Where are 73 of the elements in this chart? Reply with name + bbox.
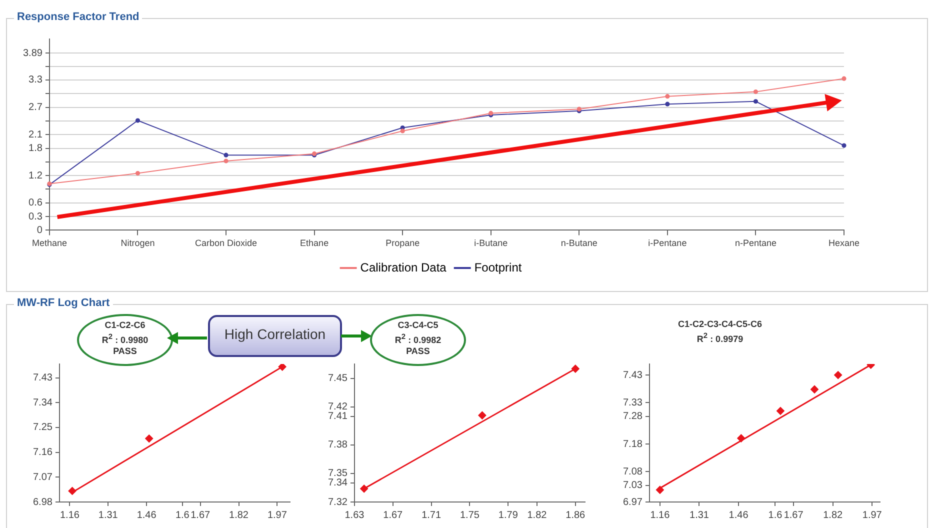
x-tick-label: 1.31 <box>690 510 710 521</box>
x-tick-label: 1.82 <box>823 510 844 521</box>
chart-title: C3-C4-C5 <box>396 320 440 331</box>
y-tick-label: 7.18 <box>622 438 643 450</box>
x-tick-label: 1.46 <box>136 510 157 521</box>
x-tick-label: 1.67 <box>784 510 804 521</box>
x-tick-label: 1.86 <box>566 510 586 521</box>
y-tick-label: 7.32 <box>328 496 348 508</box>
x-tick-label: 1.71 <box>422 510 442 521</box>
x-tick-label: 1.6 <box>768 510 783 521</box>
text: PASS <box>112 346 138 357</box>
x-tick-label: 1.79 <box>498 510 518 521</box>
y-tick-label: 3.89 <box>22 48 43 59</box>
x-tick-label: 1.82 <box>229 510 249 521</box>
x-tick-label: 1.82 <box>527 510 548 521</box>
chart-subtitle: R$^{2}$ : 0.9980 <box>100 331 150 346</box>
y-tick-label: 0.6 <box>28 198 43 209</box>
chart-subtitle: R$^{2}$ : 0.9982 <box>394 331 442 346</box>
x-tick-label: n-Pentane <box>734 238 776 248</box>
y-tick-label: 2.1 <box>28 129 43 140</box>
y-tick-label: 7.43 <box>32 372 53 384</box>
legend-label: Calibration Data <box>360 260 447 274</box>
x-tick-label: 1.63 <box>344 510 365 521</box>
x-tick-label: 1.16 <box>60 510 80 521</box>
y-tick-label: 1.8 <box>28 143 43 154</box>
y-tick-label: 7.43 <box>622 370 643 381</box>
y-tick-label: 7.25 <box>32 422 53 434</box>
x-tick-label: Ethane <box>300 238 329 248</box>
y-tick-label: 0 <box>36 224 43 236</box>
y-tick-label: 6.98 <box>32 496 53 508</box>
x-tick-label: i-Butane <box>474 238 508 248</box>
y-tick-label: 7.03 <box>622 480 643 492</box>
y-tick-label: 3.3 <box>28 74 43 86</box>
x-tick-label: 1.75 <box>460 510 480 521</box>
text: PASS <box>405 346 431 357</box>
y-tick-label: 7.34 <box>32 397 53 408</box>
y-tick-label: 7.38 <box>328 440 348 451</box>
chart-subtitle: R$^{2}$ : 0.9979 <box>696 330 744 345</box>
y-tick-label: 6.97 <box>622 496 643 508</box>
y-tick-label: 7.34 <box>328 478 348 489</box>
y-tick-label: 7.28 <box>622 411 643 422</box>
x-tick-label: n-Butane <box>560 238 598 248</box>
y-tick-label: 1.2 <box>28 170 43 182</box>
y-tick-label: 7.16 <box>32 447 53 458</box>
text: High Correlation <box>223 326 327 342</box>
chart-title: C1-C2-C3-C4-C5-C6 <box>676 319 763 330</box>
x-tick-label: Nitrogen <box>120 238 155 248</box>
y-tick-label: 7.35 <box>328 468 348 480</box>
y-tick-label: 7.07 <box>32 472 53 483</box>
y-tick-label: 7.42 <box>328 402 348 413</box>
y-tick-label: 7.41 <box>328 411 348 422</box>
y-tick-label: 7.33 <box>622 397 643 408</box>
x-tick-label: 1.67 <box>190 510 211 521</box>
x-tick-label: 1.97 <box>267 510 288 521</box>
x-tick-label: 1.16 <box>650 510 670 521</box>
y-tick-label: 0.3 <box>28 211 43 222</box>
chart-title: C1-C2-C6 <box>104 320 146 331</box>
y-tick-label: 2.7 <box>28 102 43 114</box>
x-tick-label: 1.46 <box>728 510 749 521</box>
x-tick-label: 1.97 <box>862 510 882 521</box>
y-tick-label: 7.45 <box>328 373 348 384</box>
text: MW-RF Log Chart <box>14 297 113 309</box>
x-tick-label: Carbon Dioxide <box>195 238 258 248</box>
x-tick-label: 1.31 <box>98 510 118 521</box>
legend-label: Footprint <box>474 260 522 274</box>
x-tick-label: 1.6 <box>175 510 190 521</box>
x-tick-label: 1.67 <box>383 510 404 521</box>
x-tick-label: Propane <box>386 238 420 248</box>
x-tick-label: Hexane <box>828 238 860 248</box>
x-tick-label: i-Pentane <box>648 238 687 248</box>
x-tick-label: Methane <box>32 238 67 248</box>
chart-title: Response Factor Trend <box>14 11 142 23</box>
y-tick-label: 7.08 <box>622 466 643 478</box>
